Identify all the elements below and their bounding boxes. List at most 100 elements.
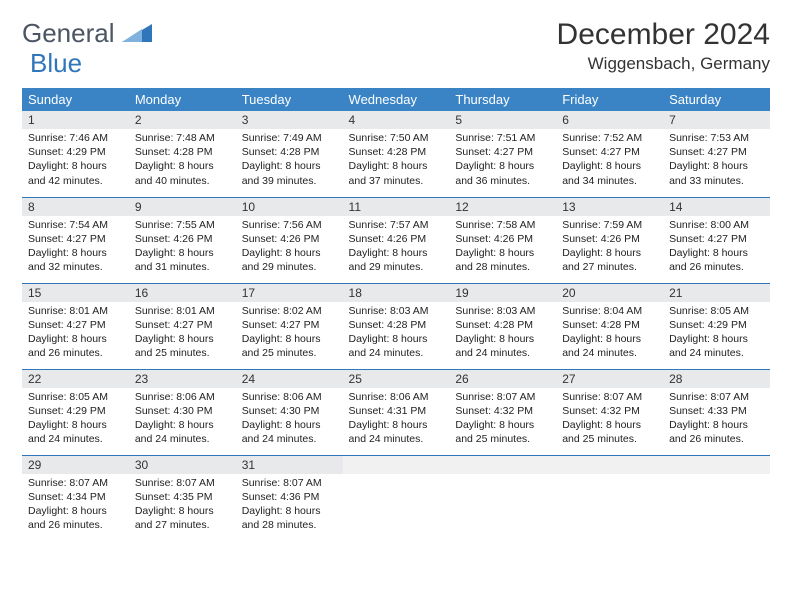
calendar-cell: 20Sunrise: 8:04 AMSunset: 4:28 PMDayligh…: [556, 283, 663, 369]
empty-day-body: [663, 474, 770, 534]
day-number: 29: [22, 456, 129, 474]
day-number: 27: [556, 370, 663, 388]
calendar-cell: [343, 455, 450, 541]
calendar-cell: 19Sunrise: 8:03 AMSunset: 4:28 PMDayligh…: [449, 283, 556, 369]
calendar-cell: 1Sunrise: 7:46 AMSunset: 4:29 PMDaylight…: [22, 111, 129, 197]
calendar-cell: 18Sunrise: 8:03 AMSunset: 4:28 PMDayligh…: [343, 283, 450, 369]
empty-day-header: [663, 456, 770, 474]
calendar-cell: 17Sunrise: 8:02 AMSunset: 4:27 PMDayligh…: [236, 283, 343, 369]
day-details: Sunrise: 8:01 AMSunset: 4:27 PMDaylight:…: [22, 302, 129, 367]
day-number: 30: [129, 456, 236, 474]
day-number: 10: [236, 198, 343, 216]
brand-second: Blue: [30, 48, 82, 79]
day-number: 26: [449, 370, 556, 388]
day-details: Sunrise: 7:49 AMSunset: 4:28 PMDaylight:…: [236, 129, 343, 194]
empty-day-body: [449, 474, 556, 534]
logo-triangle-icon: [122, 18, 152, 49]
weekday-header: Wednesday: [343, 88, 450, 111]
day-details: Sunrise: 8:07 AMSunset: 4:34 PMDaylight:…: [22, 474, 129, 539]
weekday-header: Saturday: [663, 88, 770, 111]
day-details: Sunrise: 7:46 AMSunset: 4:29 PMDaylight:…: [22, 129, 129, 194]
calendar-cell: 12Sunrise: 7:58 AMSunset: 4:26 PMDayligh…: [449, 197, 556, 283]
calendar-cell: 27Sunrise: 8:07 AMSunset: 4:32 PMDayligh…: [556, 369, 663, 455]
calendar-cell: 8Sunrise: 7:54 AMSunset: 4:27 PMDaylight…: [22, 197, 129, 283]
day-details: Sunrise: 8:06 AMSunset: 4:30 PMDaylight:…: [129, 388, 236, 453]
calendar-cell: 7Sunrise: 7:53 AMSunset: 4:27 PMDaylight…: [663, 111, 770, 197]
calendar-cell: 3Sunrise: 7:49 AMSunset: 4:28 PMDaylight…: [236, 111, 343, 197]
month-title: December 2024: [557, 18, 770, 52]
day-details: Sunrise: 7:51 AMSunset: 4:27 PMDaylight:…: [449, 129, 556, 194]
day-number: 12: [449, 198, 556, 216]
day-details: Sunrise: 8:02 AMSunset: 4:27 PMDaylight:…: [236, 302, 343, 367]
calendar-cell: 26Sunrise: 8:07 AMSunset: 4:32 PMDayligh…: [449, 369, 556, 455]
day-details: Sunrise: 8:07 AMSunset: 4:32 PMDaylight:…: [449, 388, 556, 453]
day-number: 24: [236, 370, 343, 388]
day-details: Sunrise: 8:03 AMSunset: 4:28 PMDaylight:…: [449, 302, 556, 367]
weekday-header: Friday: [556, 88, 663, 111]
title-block: December 2024 Wiggensbach, Germany: [557, 18, 770, 74]
weekday-header: Thursday: [449, 88, 556, 111]
day-number: 1: [22, 111, 129, 129]
day-details: Sunrise: 7:58 AMSunset: 4:26 PMDaylight:…: [449, 216, 556, 281]
empty-day-body: [556, 474, 663, 534]
calendar-row: 15Sunrise: 8:01 AMSunset: 4:27 PMDayligh…: [22, 283, 770, 369]
empty-day-header: [449, 456, 556, 474]
calendar-cell: 21Sunrise: 8:05 AMSunset: 4:29 PMDayligh…: [663, 283, 770, 369]
calendar-row: 1Sunrise: 7:46 AMSunset: 4:29 PMDaylight…: [22, 111, 770, 197]
calendar-cell: 31Sunrise: 8:07 AMSunset: 4:36 PMDayligh…: [236, 455, 343, 541]
empty-day-header: [343, 456, 450, 474]
day-details: Sunrise: 7:53 AMSunset: 4:27 PMDaylight:…: [663, 129, 770, 194]
calendar-row: 8Sunrise: 7:54 AMSunset: 4:27 PMDaylight…: [22, 197, 770, 283]
day-number: 14: [663, 198, 770, 216]
day-details: Sunrise: 7:52 AMSunset: 4:27 PMDaylight:…: [556, 129, 663, 194]
weekday-header: Monday: [129, 88, 236, 111]
calendar-cell: 10Sunrise: 7:56 AMSunset: 4:26 PMDayligh…: [236, 197, 343, 283]
weekday-header: Sunday: [22, 88, 129, 111]
day-number: 31: [236, 456, 343, 474]
day-number: 2: [129, 111, 236, 129]
calendar-cell: 13Sunrise: 7:59 AMSunset: 4:26 PMDayligh…: [556, 197, 663, 283]
day-details: Sunrise: 8:03 AMSunset: 4:28 PMDaylight:…: [343, 302, 450, 367]
day-details: Sunrise: 8:07 AMSunset: 4:32 PMDaylight:…: [556, 388, 663, 453]
calendar-cell: 14Sunrise: 8:00 AMSunset: 4:27 PMDayligh…: [663, 197, 770, 283]
calendar-cell: 6Sunrise: 7:52 AMSunset: 4:27 PMDaylight…: [556, 111, 663, 197]
day-details: Sunrise: 8:04 AMSunset: 4:28 PMDaylight:…: [556, 302, 663, 367]
calendar-cell: [663, 455, 770, 541]
calendar-cell: 29Sunrise: 8:07 AMSunset: 4:34 PMDayligh…: [22, 455, 129, 541]
day-number: 15: [22, 284, 129, 302]
calendar-cell: 24Sunrise: 8:06 AMSunset: 4:30 PMDayligh…: [236, 369, 343, 455]
day-details: Sunrise: 8:07 AMSunset: 4:33 PMDaylight:…: [663, 388, 770, 453]
location: Wiggensbach, Germany: [557, 54, 770, 74]
day-details: Sunrise: 8:01 AMSunset: 4:27 PMDaylight:…: [129, 302, 236, 367]
day-details: Sunrise: 7:56 AMSunset: 4:26 PMDaylight:…: [236, 216, 343, 281]
day-details: Sunrise: 7:54 AMSunset: 4:27 PMDaylight:…: [22, 216, 129, 281]
day-details: Sunrise: 7:50 AMSunset: 4:28 PMDaylight:…: [343, 129, 450, 194]
calendar-row: 29Sunrise: 8:07 AMSunset: 4:34 PMDayligh…: [22, 455, 770, 541]
day-number: 21: [663, 284, 770, 302]
day-number: 23: [129, 370, 236, 388]
day-details: Sunrise: 7:57 AMSunset: 4:26 PMDaylight:…: [343, 216, 450, 281]
day-number: 18: [343, 284, 450, 302]
day-number: 5: [449, 111, 556, 129]
day-number: 13: [556, 198, 663, 216]
day-number: 4: [343, 111, 450, 129]
day-number: 9: [129, 198, 236, 216]
calendar-row: 22Sunrise: 8:05 AMSunset: 4:29 PMDayligh…: [22, 369, 770, 455]
day-number: 3: [236, 111, 343, 129]
calendar-cell: 5Sunrise: 7:51 AMSunset: 4:27 PMDaylight…: [449, 111, 556, 197]
day-number: 19: [449, 284, 556, 302]
calendar-cell: 28Sunrise: 8:07 AMSunset: 4:33 PMDayligh…: [663, 369, 770, 455]
calendar-cell: 4Sunrise: 7:50 AMSunset: 4:28 PMDaylight…: [343, 111, 450, 197]
brand-first: General: [22, 18, 115, 49]
day-number: 28: [663, 370, 770, 388]
calendar-cell: 2Sunrise: 7:48 AMSunset: 4:28 PMDaylight…: [129, 111, 236, 197]
calendar-cell: 16Sunrise: 8:01 AMSunset: 4:27 PMDayligh…: [129, 283, 236, 369]
calendar-table: Sunday Monday Tuesday Wednesday Thursday…: [22, 88, 770, 541]
calendar-cell: 9Sunrise: 7:55 AMSunset: 4:26 PMDaylight…: [129, 197, 236, 283]
day-number: 7: [663, 111, 770, 129]
day-details: Sunrise: 8:05 AMSunset: 4:29 PMDaylight:…: [663, 302, 770, 367]
day-details: Sunrise: 8:05 AMSunset: 4:29 PMDaylight:…: [22, 388, 129, 453]
day-number: 17: [236, 284, 343, 302]
day-details: Sunrise: 8:07 AMSunset: 4:35 PMDaylight:…: [129, 474, 236, 539]
header: General December 2024 Wiggensbach, Germa…: [22, 18, 770, 74]
